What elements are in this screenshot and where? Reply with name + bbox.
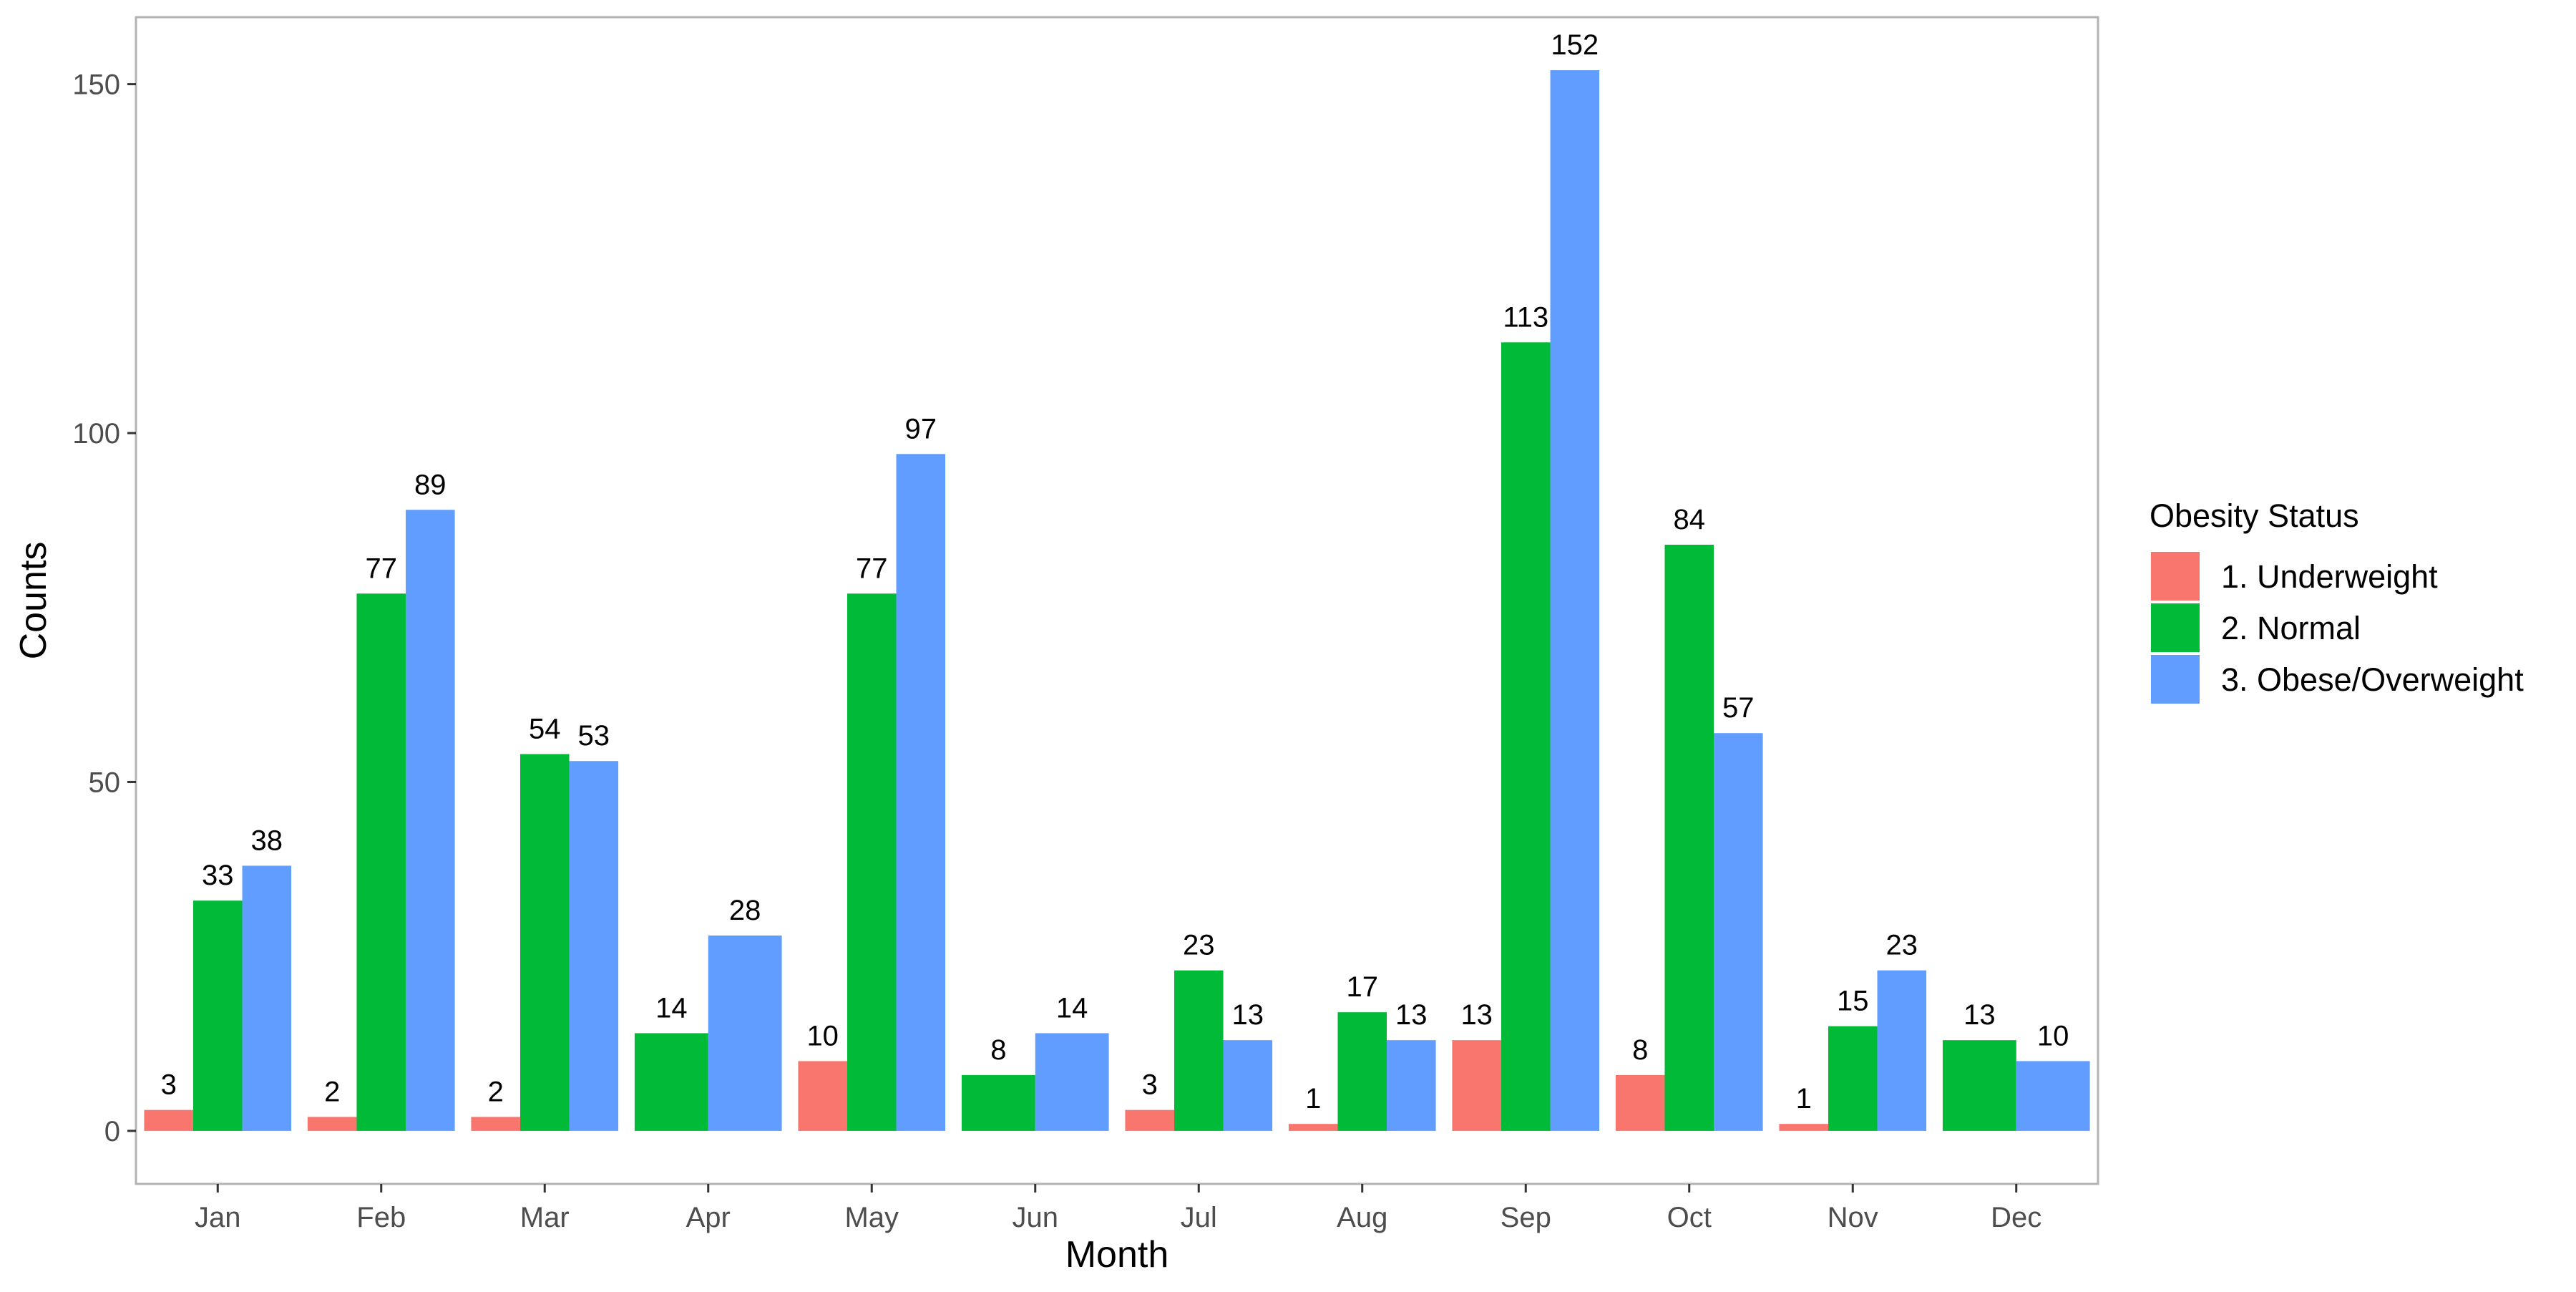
bar-value-label: 97 xyxy=(905,413,937,445)
bar xyxy=(961,1074,1035,1131)
y-axis-title: Counts xyxy=(13,542,54,660)
bar-value-label: 13 xyxy=(1232,999,1264,1031)
bar-value-label: 57 xyxy=(1722,692,1755,724)
bar xyxy=(1714,733,1763,1131)
bar xyxy=(1387,1040,1436,1131)
bar-value-label: 53 xyxy=(578,720,610,752)
bar xyxy=(1942,1040,2016,1131)
y-tick-label: 0 xyxy=(104,1116,120,1147)
bar-value-label: 13 xyxy=(1460,999,1493,1031)
x-tick-label: Feb xyxy=(356,1202,406,1233)
legend-title: Obesity Status xyxy=(2150,497,2359,534)
bar-value-label: 1 xyxy=(1796,1083,1812,1114)
legend-key xyxy=(2151,603,2200,652)
bar xyxy=(1125,1109,1174,1131)
bar-value-label: 10 xyxy=(2037,1020,2069,1051)
legend-label: 2. Normal xyxy=(2221,610,2361,646)
legend-label: 3. Obese/Overweight xyxy=(2221,661,2524,698)
x-tick-label: Jan xyxy=(195,1202,241,1233)
bar xyxy=(634,1033,708,1131)
x-axis: Jan Feb Mar Apr May Jun Jul Aug Sep Oct Nov Dec xyxy=(195,1184,2041,1233)
bar-value-label: 84 xyxy=(1674,504,1706,535)
bar xyxy=(896,454,946,1131)
bar xyxy=(708,935,782,1131)
plot-panel xyxy=(135,16,2099,1185)
bar-value-label: 28 xyxy=(729,895,761,926)
bar-value-label: 8 xyxy=(1632,1034,1648,1066)
bar xyxy=(144,1109,193,1131)
bar xyxy=(406,510,455,1131)
bar-value-label: 15 xyxy=(1837,986,1869,1017)
bar-value-label: 14 xyxy=(655,992,688,1024)
bar-value-label: 23 xyxy=(1183,930,1215,961)
bar-value-label: 77 xyxy=(856,553,888,584)
bar xyxy=(1288,1124,1338,1131)
bar-value-label: 2 xyxy=(488,1076,504,1107)
bar-value-label: 54 xyxy=(529,713,561,744)
x-tick-label: May xyxy=(844,1202,899,1233)
bars xyxy=(144,70,2090,1131)
y-tick-label: 150 xyxy=(72,69,120,101)
x-tick-label: Jun xyxy=(1013,1202,1059,1233)
bar xyxy=(1550,70,1600,1131)
bar xyxy=(1501,342,1551,1131)
bar xyxy=(242,865,292,1131)
bar xyxy=(471,1117,520,1131)
bar-value-label: 152 xyxy=(1551,29,1599,61)
bar-value-label: 89 xyxy=(414,469,447,500)
bar-value-label: 13 xyxy=(1963,999,1996,1031)
x-tick-label: Oct xyxy=(1667,1202,1712,1233)
bar xyxy=(192,900,243,1131)
bar-value-label: 14 xyxy=(1056,992,1088,1024)
y-tick-label: 100 xyxy=(72,418,120,450)
bar xyxy=(798,1061,847,1131)
bar xyxy=(847,593,897,1131)
bar-value-label: 113 xyxy=(1503,301,1548,333)
x-axis-title: Month xyxy=(1065,1234,1169,1276)
y-tick-label: 50 xyxy=(89,767,121,798)
legend-key xyxy=(2151,552,2200,601)
x-tick-label: Apr xyxy=(686,1202,731,1233)
bar xyxy=(356,593,406,1131)
y-axis: 0 50 100 150 xyxy=(72,69,136,1147)
x-tick-label: Mar xyxy=(520,1202,570,1233)
x-tick-label: Dec xyxy=(1991,1202,2041,1233)
bar-value-label: 1 xyxy=(1305,1083,1321,1114)
bar xyxy=(1828,1026,1878,1131)
legend-key xyxy=(2151,655,2200,704)
bar xyxy=(1664,545,1714,1131)
bar-value-label: 38 xyxy=(251,825,283,856)
bar xyxy=(1615,1074,1665,1131)
x-tick-label: Jul xyxy=(1181,1202,1217,1233)
bar xyxy=(307,1117,357,1131)
bar xyxy=(1337,1012,1387,1131)
bar-value-label: 23 xyxy=(1886,930,1918,961)
bar-value-label: 33 xyxy=(202,860,234,891)
bar-value-label: 8 xyxy=(990,1034,1006,1066)
bar-value-label: 3 xyxy=(161,1069,177,1101)
bar xyxy=(2016,1061,2090,1131)
bar-value-label: 3 xyxy=(1142,1069,1158,1101)
bar xyxy=(1223,1040,1273,1131)
bar-value-label: 2 xyxy=(324,1076,340,1107)
bar-value-label: 13 xyxy=(1395,999,1428,1031)
x-tick-label: Nov xyxy=(1828,1202,1878,1233)
bar xyxy=(519,754,570,1131)
legend-label: 1. Underweight xyxy=(2221,558,2438,595)
x-tick-label: Aug xyxy=(1337,1202,1387,1233)
bar-value-label: 17 xyxy=(1347,971,1379,1003)
bar xyxy=(1174,970,1224,1131)
x-tick-label: Sep xyxy=(1501,1202,1551,1233)
bar-value-label: 77 xyxy=(366,553,398,584)
bar xyxy=(1452,1040,1501,1131)
bar-value-label: 10 xyxy=(806,1020,839,1051)
bar xyxy=(1877,970,1927,1131)
bar xyxy=(1035,1033,1109,1131)
legend: Obesity Status 1. Underweight 2. Normal 3.… xyxy=(2150,497,2524,704)
bar xyxy=(569,761,619,1131)
bar xyxy=(1779,1124,1828,1131)
